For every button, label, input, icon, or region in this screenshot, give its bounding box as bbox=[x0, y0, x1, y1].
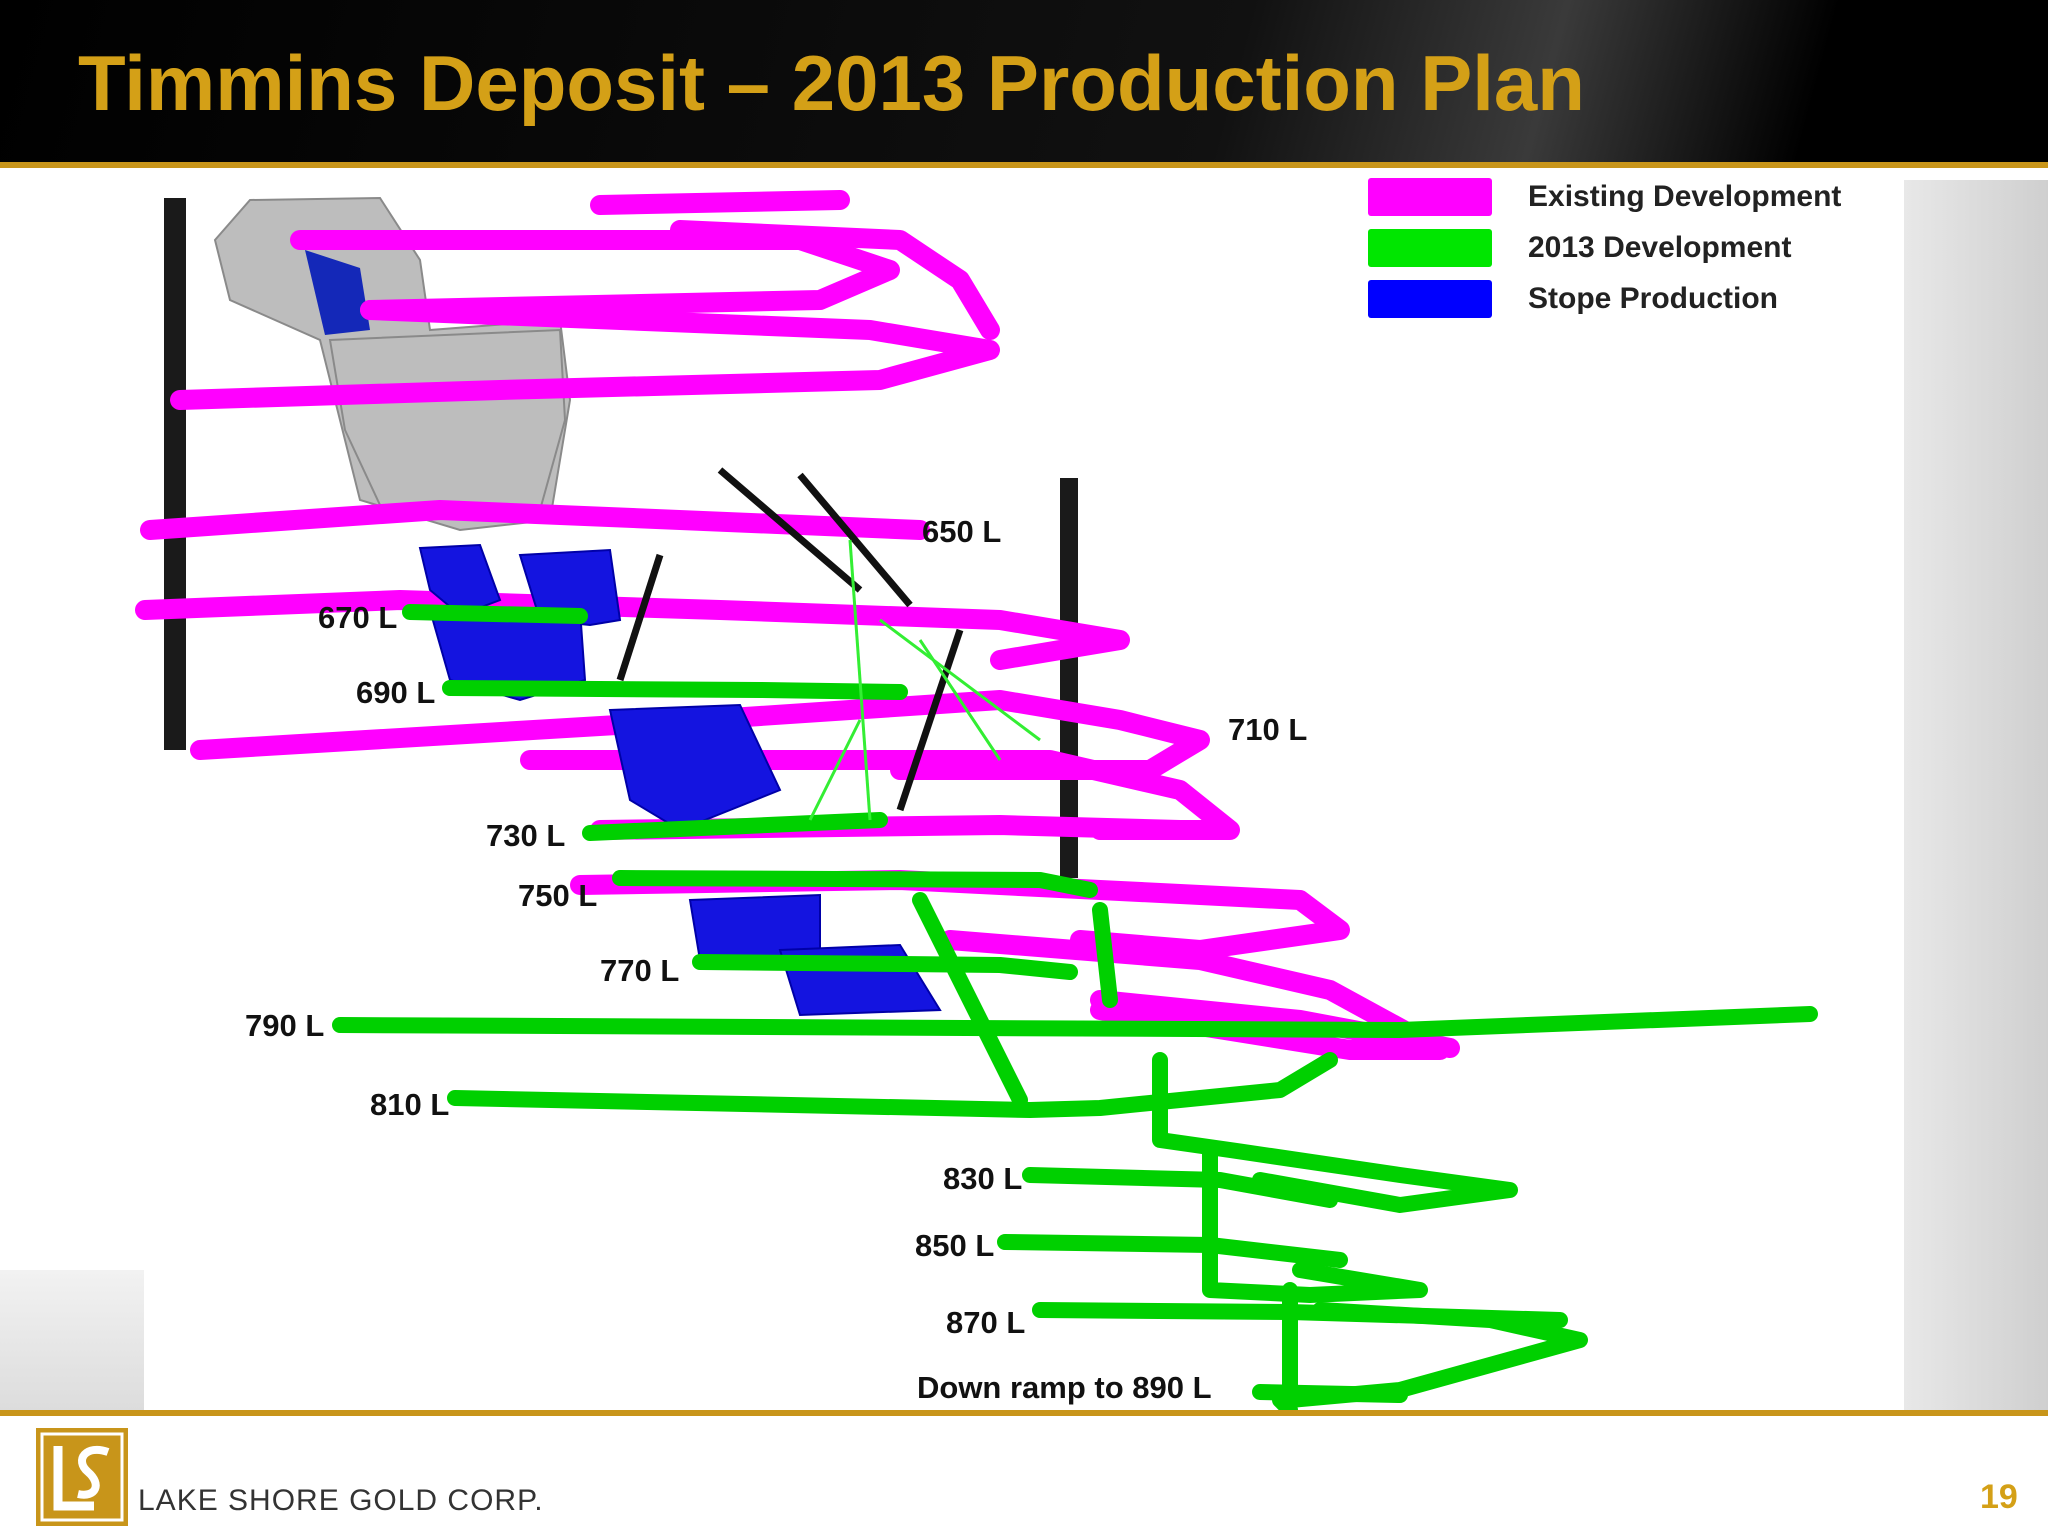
level-label-830: 830 L bbox=[943, 1161, 1023, 1196]
legend-label-2013: 2013 Development bbox=[1528, 231, 1792, 264]
raises bbox=[616, 467, 964, 812]
level-label-770: 770 L bbox=[600, 953, 680, 988]
level-label-down-ramp: Down ramp to 890 L bbox=[917, 1370, 1212, 1405]
level-label-810: 810 L bbox=[370, 1087, 450, 1122]
shaft-left bbox=[164, 198, 186, 750]
legend-swatch-existing bbox=[1368, 178, 1492, 216]
development-2013 bbox=[332, 604, 1818, 1412]
legend-label-stope: Stope Production bbox=[1528, 282, 1778, 315]
page-number: 19 bbox=[1980, 1478, 2018, 1516]
header-bar bbox=[0, 0, 2048, 162]
level-label-730: 730 L bbox=[486, 818, 566, 853]
level-label-750: 750 L bbox=[518, 878, 598, 913]
level-label-690: 690 L bbox=[356, 675, 436, 710]
level-label-650: 650 L bbox=[922, 514, 1002, 549]
legend-label-existing: Existing Development bbox=[1528, 180, 1842, 213]
company-logo bbox=[36, 1428, 128, 1526]
footer-bar bbox=[0, 1416, 2048, 1536]
level-label-710: 710 L bbox=[1228, 712, 1308, 747]
existing-development bbox=[135, 190, 1460, 1060]
level-label-870: 870 L bbox=[946, 1305, 1026, 1340]
company-name: LAKE SHORE GOLD CORP. bbox=[138, 1484, 544, 1517]
legend-swatch-2013 bbox=[1368, 229, 1492, 267]
level-label-670: 670 L bbox=[318, 600, 398, 635]
level-label-850: 850 L bbox=[915, 1228, 995, 1263]
green-raises bbox=[808, 539, 1041, 821]
stope-production bbox=[418, 543, 942, 1017]
footer-divider bbox=[0, 1410, 2048, 1416]
upper-workings bbox=[213, 196, 572, 532]
mine-development-diagram bbox=[135, 190, 1818, 1412]
left-panel-decoration bbox=[0, 1270, 144, 1412]
level-label-790: 790 L bbox=[245, 1008, 325, 1043]
legend-swatch-stope bbox=[1368, 280, 1492, 318]
side-panel-decoration bbox=[1904, 180, 2048, 1412]
slide-title: Timmins Deposit – 2013 Production Plan bbox=[78, 39, 1585, 127]
upper-stope bbox=[305, 250, 370, 335]
header-divider bbox=[0, 162, 2048, 168]
